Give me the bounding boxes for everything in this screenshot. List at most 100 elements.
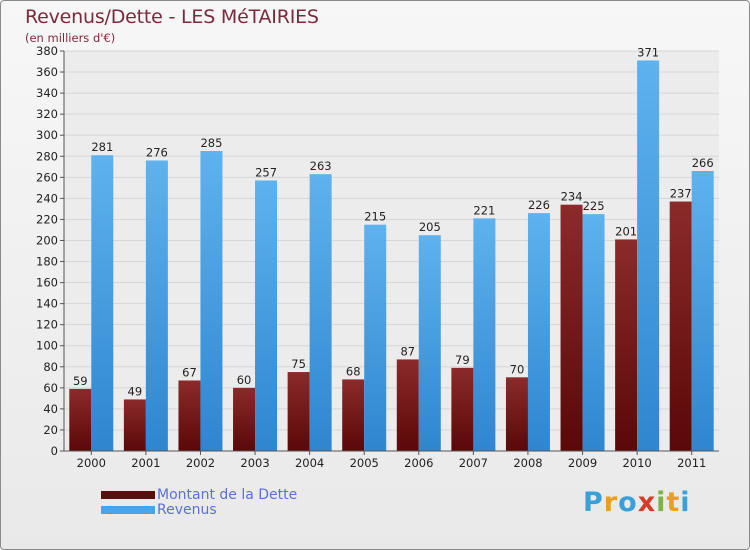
y-tick-label: 120 (36, 318, 58, 332)
data-label-dette: 201 (615, 224, 637, 238)
data-label-dette: 87 (400, 344, 415, 358)
y-tick-label: 300 (36, 128, 58, 142)
bar-dette (396, 359, 419, 451)
data-label-revenus: 226 (528, 198, 550, 212)
data-label-revenus: 371 (637, 45, 659, 59)
x-tick-label: 2001 (131, 456, 160, 470)
data-label-revenus: 263 (310, 159, 332, 173)
bar-revenus (473, 218, 496, 451)
bar-revenus (527, 213, 550, 451)
bar-dette (451, 367, 474, 451)
brand-letter: t (666, 487, 681, 518)
y-tick-label: 40 (43, 402, 58, 416)
bar-dette (342, 379, 365, 451)
bar-revenus (255, 180, 278, 451)
y-tick-label: 380 (36, 44, 58, 58)
bar-dette (505, 377, 528, 451)
y-tick-label: 280 (36, 149, 58, 163)
legend-item-revenus: Revenus (101, 501, 297, 518)
data-label-dette: 70 (510, 362, 525, 376)
x-tick-label: 2002 (186, 456, 215, 470)
bar-dette (615, 239, 638, 451)
legend-swatch-revenus (101, 505, 155, 514)
bar-revenus (309, 174, 332, 451)
data-label-dette: 75 (291, 357, 306, 371)
brand-letter: r (603, 487, 619, 518)
chart-title: Revenus/Dette - LES MéTAIRIES (25, 6, 319, 28)
bar-dette (560, 204, 583, 451)
legend: Montant de la Dette Revenus (101, 486, 298, 518)
data-label-revenus: 205 (419, 220, 441, 234)
data-label-dette: 79 (455, 353, 470, 367)
y-tick-label: 360 (36, 65, 58, 79)
bar-revenus (200, 151, 223, 451)
y-tick-label: 200 (36, 233, 58, 247)
bar-revenus (145, 160, 168, 451)
y-tick-label: 20 (43, 423, 58, 437)
data-label-revenus: 221 (473, 203, 495, 217)
data-label-dette: 234 (561, 190, 583, 204)
plot-area (64, 51, 719, 451)
x-tick-label: 2003 (240, 456, 269, 470)
y-tick-label: 240 (36, 191, 58, 205)
x-tick-label: 2011 (677, 456, 706, 470)
legend-item-dette: Montant de la Dette (101, 486, 298, 503)
proxiti-logo: Proxiti (583, 487, 691, 518)
data-label-revenus: 266 (692, 156, 714, 170)
bar-dette (69, 388, 92, 451)
brand-letter: i (680, 487, 691, 518)
data-label-dette: 68 (346, 364, 361, 378)
y-tick-label: 80 (43, 360, 58, 374)
x-tick-label: 2000 (77, 456, 106, 470)
bar-revenus (91, 155, 114, 452)
bar-revenus (418, 235, 441, 451)
data-label-dette: 49 (128, 384, 143, 398)
legend-label-dette: Montant de la Dette (157, 486, 298, 503)
x-tick-label: 2005 (350, 456, 379, 470)
y-tick-label: 100 (36, 339, 58, 353)
data-label-dette: 237 (670, 187, 692, 201)
y-tick-label: 320 (36, 107, 58, 121)
legend-label-revenus: Revenus (157, 501, 217, 518)
data-label-revenus: 285 (200, 136, 222, 150)
x-tick-label: 2007 (459, 456, 488, 470)
legend-swatch-dette (101, 490, 155, 499)
bar-dette (669, 201, 692, 451)
data-label-dette: 67 (182, 365, 197, 379)
bar-revenus (364, 224, 387, 451)
y-tick-label: 0 (51, 444, 58, 458)
data-label-dette: 59 (73, 374, 88, 388)
chart-subtitle: (en milliers d'€) (25, 31, 116, 45)
data-label-revenus: 257 (255, 165, 277, 179)
y-tick-label: 140 (36, 297, 58, 311)
bar-revenus (637, 60, 660, 451)
bar-revenus (582, 214, 605, 451)
bar-dette (233, 387, 256, 451)
x-tick-label: 2006 (404, 456, 433, 470)
bar-dette (178, 380, 201, 451)
y-tick-label: 220 (36, 212, 58, 226)
x-tick-label: 2008 (513, 456, 542, 470)
brand-letter: i (656, 487, 667, 518)
bar-revenus (691, 171, 714, 451)
data-label-revenus: 281 (91, 140, 113, 154)
bar-dette (287, 372, 310, 451)
data-label-revenus: 276 (146, 145, 168, 159)
x-tick-label: 2009 (568, 456, 597, 470)
x-tick-label: 2010 (622, 456, 651, 470)
bar-dette (123, 399, 146, 451)
brand-letter: P (583, 487, 604, 518)
y-tick-label: 340 (36, 86, 58, 100)
y-tick-label: 180 (36, 255, 58, 269)
y-tick-label: 160 (36, 276, 58, 290)
data-label-revenus: 215 (364, 210, 386, 224)
data-label-dette: 60 (237, 373, 252, 387)
x-tick-label: 2004 (295, 456, 324, 470)
data-label-revenus: 225 (583, 199, 605, 213)
y-tick-label: 260 (36, 170, 58, 184)
brand-letter: x (637, 487, 657, 518)
brand-letter: o (618, 487, 638, 518)
y-tick-label: 60 (43, 381, 58, 395)
